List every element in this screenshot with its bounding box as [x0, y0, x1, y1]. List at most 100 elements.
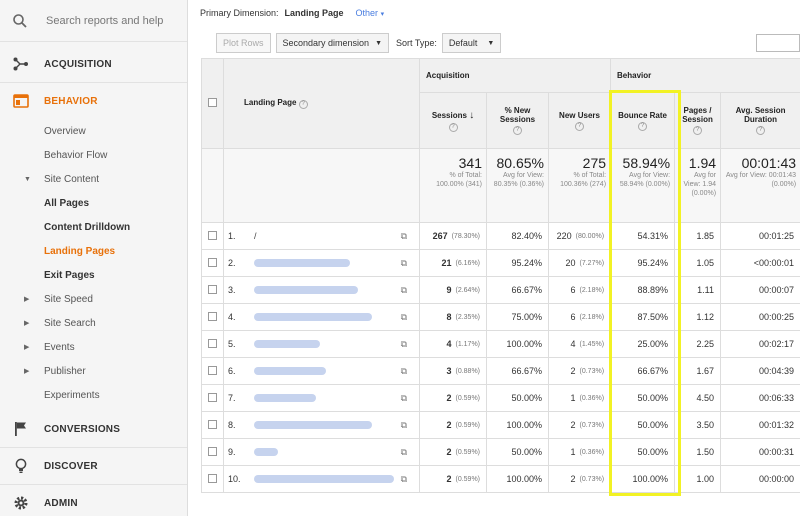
- collapsed-arrow-icon: ▶: [24, 295, 29, 303]
- primary-dimension-value[interactable]: Landing Page: [285, 8, 344, 18]
- nav-behavior[interactable]: BEHAVIOR: [0, 83, 187, 119]
- secondary-dimension-label: Secondary dimension: [283, 38, 370, 48]
- row-checkbox[interactable]: [208, 339, 217, 348]
- help-icon[interactable]: ?: [299, 100, 308, 109]
- row-checkbox[interactable]: [208, 447, 217, 456]
- nav-experiments[interactable]: Experiments: [0, 383, 187, 407]
- secondary-dimension-dropdown[interactable]: Secondary dimension▼: [276, 33, 390, 53]
- row-checkbox[interactable]: [208, 258, 217, 267]
- open-external-icon[interactable]: ⧉: [401, 474, 407, 485]
- col-bounce-rate[interactable]: Bounce Rate?: [611, 93, 675, 149]
- landing-page-path[interactable]: [254, 421, 372, 429]
- open-external-icon[interactable]: ⧉: [401, 366, 407, 377]
- col-new-users[interactable]: New Users?: [549, 93, 611, 149]
- landing-page-path[interactable]: [254, 313, 372, 321]
- landing-page-left: 4.: [228, 312, 372, 322]
- other-dimension-link[interactable]: Other ▾: [356, 8, 385, 18]
- plot-rows-button[interactable]: Plot Rows: [216, 33, 271, 53]
- row-checkbox[interactable]: [208, 420, 217, 429]
- open-external-icon[interactable]: ⧉: [401, 393, 407, 404]
- landing-page-path[interactable]: [254, 286, 358, 294]
- nav-acquisition[interactable]: ACQUISITION: [0, 46, 187, 82]
- open-external-icon[interactable]: ⧉: [401, 285, 407, 296]
- new-users-wrap: 1(0.36%): [549, 447, 604, 457]
- sessions-cell: 3(0.88%): [420, 358, 487, 385]
- pages-session-cell: 1.11: [675, 277, 721, 304]
- nav-content-drilldown-label: Content Drilldown: [44, 222, 130, 233]
- sessions-value: 3: [446, 366, 451, 376]
- nav-discover-label: DISCOVER: [44, 461, 98, 472]
- help-icon[interactable]: ?: [513, 126, 522, 135]
- sessions-pct: (0.59%): [455, 395, 480, 402]
- pages-session-cell: 1.12: [675, 304, 721, 331]
- col-pages-session[interactable]: Pages / Session?: [675, 93, 721, 149]
- row-checkbox[interactable]: [208, 393, 217, 402]
- col-landing-page[interactable]: Landing Page ?: [224, 59, 420, 149]
- help-icon[interactable]: ?: [693, 126, 702, 135]
- row-checkbox[interactable]: [208, 231, 217, 240]
- landing-page-left: 6.: [228, 366, 326, 376]
- bounce-rate-cell: 88.89%: [611, 277, 675, 304]
- row-checkbox[interactable]: [208, 366, 217, 375]
- landing-page-path[interactable]: [254, 475, 394, 483]
- nav-events[interactable]: ▶Events: [0, 335, 187, 359]
- table-row[interactable]: 2.⧉21(6.16%)95.24%20(7.27%)95.24%1.05<00…: [202, 250, 800, 277]
- new-users-cell: 4(1.45%): [549, 331, 611, 358]
- open-external-icon[interactable]: ⧉: [401, 312, 407, 323]
- help-icon[interactable]: ?: [449, 123, 458, 132]
- col-new-sessions[interactable]: % New Sessions?: [487, 93, 549, 149]
- nav-content-drilldown[interactable]: Content Drilldown: [0, 215, 187, 239]
- help-icon[interactable]: ?: [638, 122, 647, 131]
- open-external-icon[interactable]: ⧉: [401, 420, 407, 431]
- landing-page-path[interactable]: [254, 367, 326, 375]
- nav-site-speed[interactable]: ▶Site Speed: [0, 287, 187, 311]
- nav-behavior-flow[interactable]: Behavior Flow: [0, 143, 187, 167]
- nav-discover[interactable]: DISCOVER: [0, 448, 187, 484]
- open-external-icon[interactable]: ⧉: [401, 258, 407, 269]
- nav-all-pages[interactable]: All Pages: [0, 191, 187, 215]
- row-checkbox[interactable]: [208, 285, 217, 294]
- landing-page-path[interactable]: [254, 259, 350, 267]
- open-external-icon[interactable]: ⧉: [401, 231, 407, 242]
- select-all-checkbox[interactable]: [208, 98, 217, 107]
- row-checkbox-cell: [202, 223, 224, 250]
- sidebar-search[interactable]: Search reports and help: [0, 0, 187, 42]
- landing-page-path[interactable]: [254, 394, 316, 402]
- help-icon[interactable]: ?: [575, 122, 584, 131]
- table-search-input[interactable]: [756, 34, 800, 52]
- nav-site-content[interactable]: ▼Site Content: [0, 167, 187, 191]
- sort-type-dropdown[interactable]: Default▼: [442, 33, 501, 53]
- collapsed-arrow-icon: ▶: [24, 367, 29, 375]
- open-external-icon[interactable]: ⧉: [401, 447, 407, 458]
- landing-page-path[interactable]: /: [254, 231, 257, 241]
- help-icon[interactable]: ?: [756, 126, 765, 135]
- landing-page-wrap: 1./⧉: [228, 231, 413, 242]
- total-bounce-rate-value: 58.94%: [615, 155, 670, 171]
- landing-page-path[interactable]: [254, 448, 278, 456]
- row-checkbox[interactable]: [208, 474, 217, 483]
- row-checkbox[interactable]: [208, 312, 217, 321]
- col-avg-session-duration[interactable]: Avg. Session Duration?: [721, 93, 800, 149]
- landing-page-path[interactable]: [254, 340, 320, 348]
- acquisition-icon: [12, 55, 30, 73]
- nav-landing-pages[interactable]: Landing Pages: [0, 239, 187, 263]
- nav-publisher[interactable]: ▶Publisher: [0, 359, 187, 383]
- nav-exit-pages[interactable]: Exit Pages: [0, 263, 187, 287]
- nav-conversions[interactable]: CONVERSIONS: [0, 411, 187, 447]
- nav-site-search[interactable]: ▶Site Search: [0, 311, 187, 335]
- landing-page-cell: 10.⧉: [224, 466, 420, 493]
- open-external-icon[interactable]: ⧉: [401, 339, 407, 350]
- col-sessions[interactable]: Sessions ↓?: [420, 93, 487, 149]
- table-row[interactable]: 1./⧉267(78.30%)82.40%220(80.00%)54.31%1.…: [202, 223, 800, 250]
- nav-overview[interactable]: Overview: [0, 119, 187, 143]
- nav-admin-label: ADMIN: [44, 498, 78, 509]
